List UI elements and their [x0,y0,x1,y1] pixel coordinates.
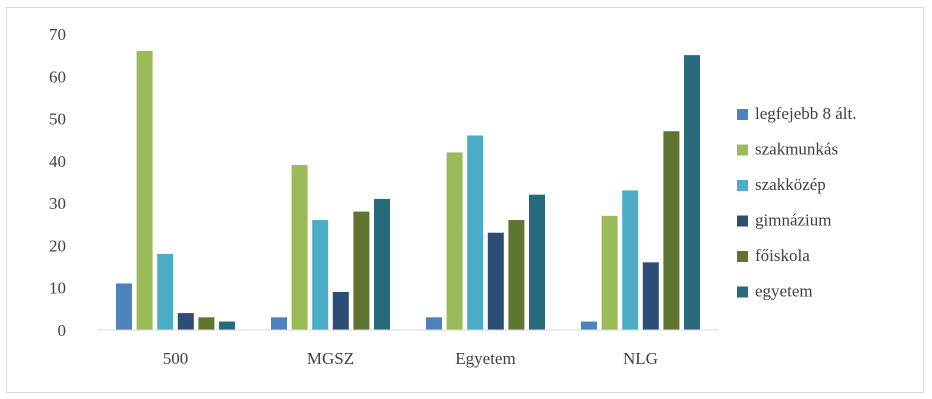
bar-3-5 [684,55,700,331]
bar-3-3 [642,262,659,330]
y-tick-label: 10 [49,279,66,298]
legend-label: szakmunkás [755,140,838,159]
bar-3-0 [581,321,597,330]
bar-1-2 [312,220,329,330]
y-tick-label: 0 [58,321,67,340]
y-tick-label: 60 [49,67,66,86]
legend-label: legfejebb 8 ált. [755,104,857,123]
bar-3-1 [601,215,618,330]
bar-0-5 [219,321,235,330]
bar-1-3 [332,291,349,330]
bar-3-2 [622,190,639,330]
x-tick-label: MGSZ [307,349,354,368]
bar-3-4 [663,131,680,330]
legend-swatch [737,109,748,120]
legend-swatch [737,180,748,191]
x-tick-label: 500 [163,349,189,368]
bar-2-4 [508,220,525,330]
bar-1-0 [271,317,287,330]
y-tick-label: 20 [49,236,66,255]
bar-1-4 [353,211,370,330]
x-tick-label: Egyetem [455,349,515,368]
legend-swatch [737,286,748,298]
legend-label: egyetem [755,282,813,301]
bar-0-3 [177,313,194,330]
bar-0-0 [116,283,132,330]
bar-0-4 [198,317,215,330]
x-tick-label: NLG [623,349,658,368]
y-tick-label: 40 [49,152,66,171]
bar-2-2 [467,135,484,330]
legend-label: szakközép [755,175,826,194]
bar-2-0 [426,317,442,330]
bar-2-3 [487,232,504,330]
legend-swatch [737,215,748,227]
legend: legfejebb 8 ált. szakmunkás szakközép gimná… [737,104,857,301]
y-axis: 0 10 20 30 40 50 60 70 [49,25,66,340]
x-axis: 500 MGSZ Egyetem NLG [98,329,718,368]
y-tick-label: 30 [49,194,66,213]
y-tick-label: 50 [49,110,66,129]
bar-1-5 [374,198,390,330]
bar-1-1 [291,165,308,330]
legend-swatch [737,144,748,156]
bar-2-5 [529,194,545,330]
y-tick-label: 70 [49,25,66,44]
legend-label: gimnázium [755,211,831,230]
bar-0-1 [136,50,153,331]
bar-2-1 [446,152,463,330]
bars-group [116,50,700,331]
legend-swatch [737,251,748,262]
legend-label: főiskola [755,246,810,265]
bar-0-2 [157,253,174,330]
